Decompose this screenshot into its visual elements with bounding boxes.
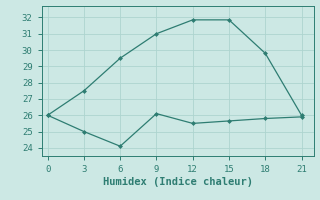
- X-axis label: Humidex (Indice chaleur): Humidex (Indice chaleur): [103, 177, 252, 187]
